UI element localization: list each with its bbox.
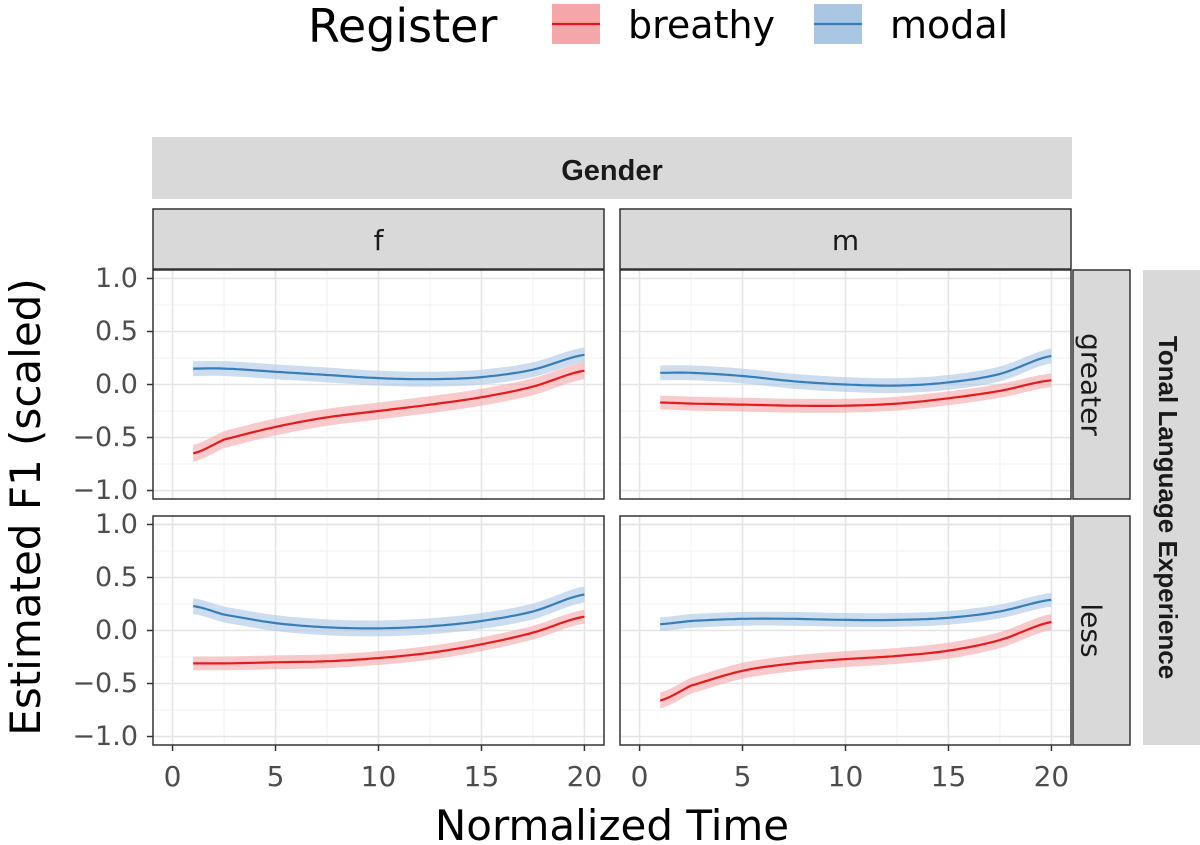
legend: Register breathy modal (308, 0, 1008, 53)
line-modal (660, 598, 1052, 626)
x-tick-label: 15 (931, 760, 967, 793)
panel-greater-m (619, 269, 1072, 500)
x-axis-title: Normalized Time (435, 801, 789, 845)
panel-greater-f (147, 269, 605, 500)
panels (147, 269, 1072, 751)
y-axis-title: Estimated F1 (scaled) (1, 278, 50, 735)
x-tick-label: 20 (567, 760, 603, 793)
strip-row-less (1072, 515, 1131, 746)
y-tick-label: −1.0 (72, 721, 138, 752)
x-tick-label: 15 (464, 760, 500, 793)
line-modal (193, 353, 585, 381)
legend-title: Register (308, 0, 497, 53)
facet-row-title-strip (1143, 270, 1200, 745)
strip-col-f-label: f (374, 224, 385, 257)
x-tick-label: 0 (164, 760, 182, 793)
legend-label-modal: modal (890, 3, 1008, 47)
y-axis-ticks: 1.00.50.0−0.5−1.01.00.50.0−0.5−1.0 (72, 263, 138, 752)
y-tick-label: 1.0 (95, 263, 138, 294)
y-tick-label: −1.0 (72, 475, 138, 506)
line-modal (660, 354, 1052, 387)
legend-key-breathy (552, 4, 600, 44)
x-tick-label: 10 (361, 760, 397, 793)
panel-border (619, 269, 1072, 500)
facet-row-title: Tonal Language Experience (1153, 336, 1183, 679)
strip-row-greater (1072, 269, 1131, 500)
ribbon-breathy (660, 373, 1052, 413)
x-tick-label: 10 (828, 760, 864, 793)
y-tick-label: −0.5 (72, 668, 138, 699)
line-breathy (659, 620, 1052, 702)
line-breathy (660, 379, 1052, 407)
y-tick-label: 0.5 (95, 316, 138, 347)
x-tick-label: 5 (267, 760, 285, 793)
strip-row-greater-label: greater (1075, 333, 1108, 436)
x-tick-label: 0 (631, 760, 649, 793)
facet-col-title-strip (152, 137, 1072, 199)
y-tick-label: 0.0 (95, 369, 138, 400)
panel-less-f (147, 515, 605, 751)
x-tick-label: 20 (1034, 760, 1070, 793)
legend-key-modal (814, 4, 862, 44)
strip-col-m (619, 208, 1072, 270)
y-tick-label: 1.0 (95, 509, 138, 540)
y-tick-label: 0.0 (95, 615, 138, 646)
strip-col-f (152, 208, 605, 270)
ribbon-modal (660, 592, 1052, 631)
y-tick-label: −0.5 (72, 422, 138, 453)
x-axis-ticks: 0 5 10 15 20 0 5 10 15 20 (164, 760, 1070, 793)
y-tick-label: 0.5 (95, 562, 138, 593)
line-breathy (193, 615, 585, 665)
ribbon-breathy (660, 614, 1052, 709)
line-breathy (192, 369, 585, 455)
legend-label-breathy: breathy (628, 3, 775, 47)
strip-col-m-label: m (832, 224, 859, 257)
facet-col-title: Gender (561, 155, 663, 187)
panel-less-m (619, 515, 1072, 751)
ribbon-breathy (193, 362, 585, 462)
line-modal (193, 593, 585, 630)
x-tick-label: 5 (734, 760, 752, 793)
ribbon-breathy (193, 609, 585, 671)
strip-row-less-label: less (1075, 603, 1108, 657)
